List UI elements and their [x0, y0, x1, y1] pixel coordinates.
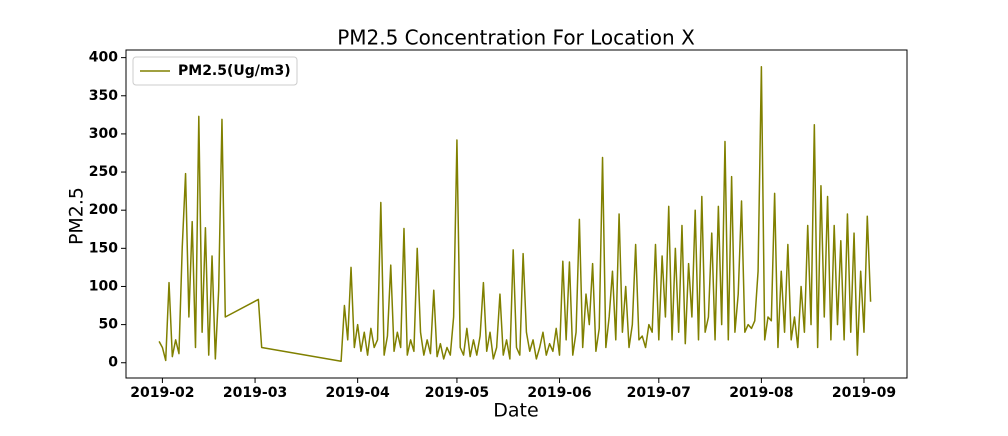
- legend: PM2.5(Ug/m3): [132, 56, 298, 86]
- y-tick-label: 350: [89, 88, 118, 104]
- x-tick-label: 2019-06: [527, 385, 591, 401]
- y-tick-label: 50: [99, 317, 119, 333]
- y-tick-label: 150: [89, 240, 118, 256]
- y-tick-label: 400: [89, 50, 118, 66]
- x-tick-label: 2019-08: [729, 385, 793, 401]
- y-axis-label: PM2.5: [66, 187, 88, 245]
- series-line: [158, 66, 872, 362]
- y-tick-label: 0: [108, 355, 118, 371]
- y-tick-label: 200: [89, 202, 118, 218]
- x-tick-label: 2019-05: [425, 385, 489, 401]
- x-tick-label: 2019-03: [223, 385, 287, 401]
- plot-frame: [125, 49, 908, 379]
- y-tick-label: 300: [89, 126, 118, 142]
- x-tick-label: 2019-09: [832, 385, 896, 401]
- legend-box: [132, 56, 298, 86]
- x-tick-label: 2019-04: [326, 385, 391, 401]
- chart-title: PM2.5 Concentration For Location X: [337, 26, 695, 50]
- x-tick-label: 2019-07: [627, 385, 691, 401]
- y-tick-label: 100: [89, 278, 118, 294]
- x-tick-label: 2019-02: [130, 385, 194, 401]
- y-tick-label: 250: [89, 164, 118, 180]
- legend-label: PM2.5(Ug/m3): [178, 63, 291, 79]
- x-axis-label: Date: [493, 400, 538, 422]
